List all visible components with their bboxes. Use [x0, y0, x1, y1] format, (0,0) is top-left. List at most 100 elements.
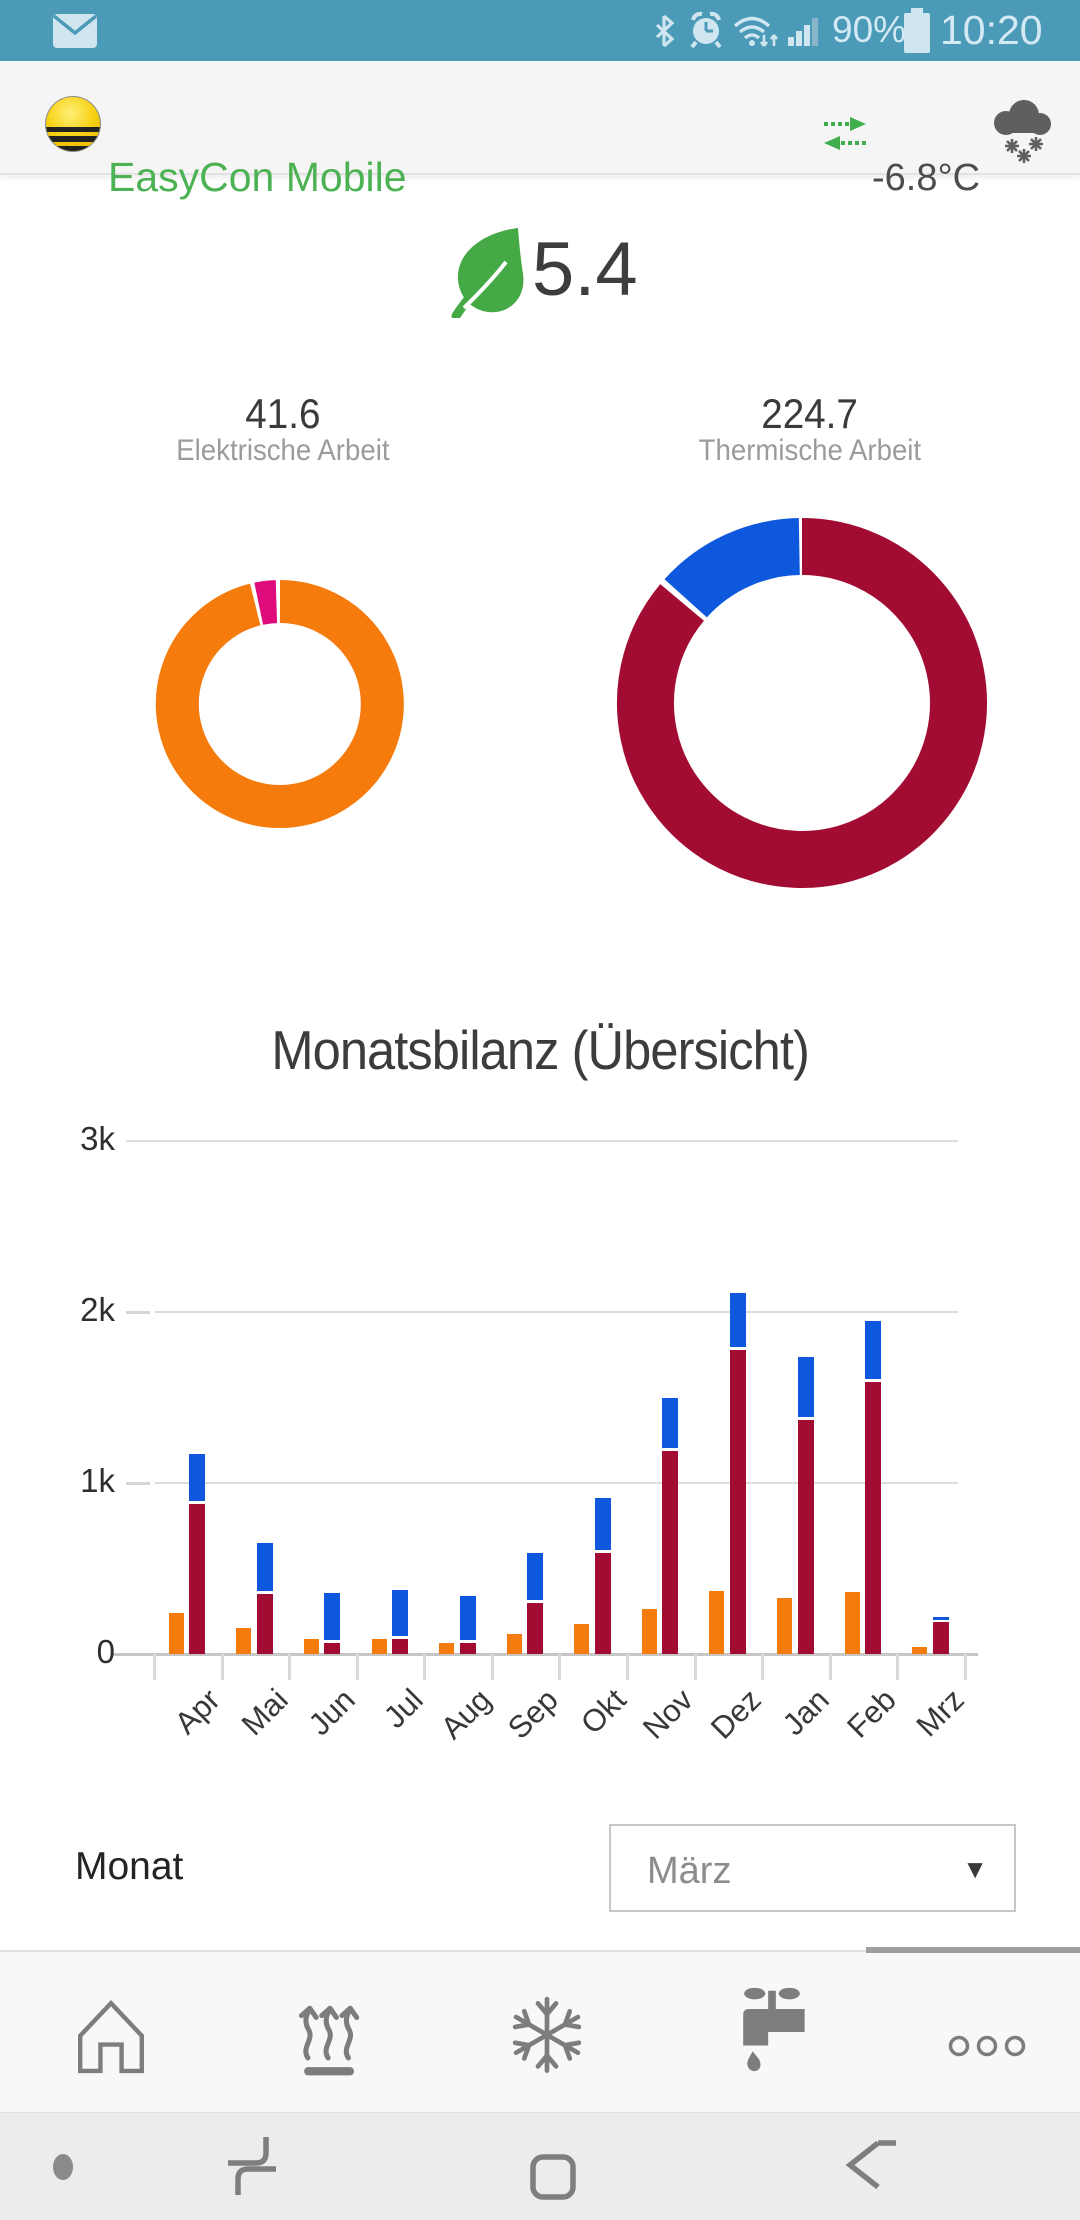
month-tick [220, 1654, 224, 1680]
status-bar: 90% 10:20 [0, 0, 1080, 61]
bar-sep-orange [506, 1634, 522, 1654]
bar-jun-blue [324, 1593, 341, 1640]
bar-feb-orange [844, 1592, 860, 1654]
bar-aug-orange [439, 1642, 455, 1654]
wifi-icon [733, 16, 779, 47]
bar-dez-blue [729, 1293, 746, 1347]
xlabel-feb: Feb [840, 1682, 903, 1745]
bar-jul-blue [392, 1589, 409, 1636]
battery-icon [904, 8, 930, 53]
bar-jul-red [392, 1638, 409, 1654]
donut-charts [155, 518, 987, 888]
bar-jan-orange [777, 1597, 792, 1654]
snow-cloud-icon [994, 100, 1051, 163]
nav-item-heating[interactable] [284, 1988, 376, 2080]
bar-jan-blue [797, 1357, 814, 1417]
month-tick [896, 1654, 900, 1680]
bar-feb-blue [865, 1320, 882, 1380]
recents-button[interactable] [220, 2133, 282, 2199]
bar-apr-blue [189, 1453, 206, 1501]
month-tick [490, 1654, 494, 1680]
bar-okt-blue [594, 1498, 611, 1551]
edge-handle-icon[interactable] [50, 2151, 76, 2183]
system-nav [0, 2112, 1080, 2220]
xlabel-jan: Jan [775, 1682, 836, 1743]
xlabel-okt: Okt [573, 1682, 633, 1741]
thermal-work-label: Thermische Arbeit [698, 434, 922, 467]
signal-icon [788, 18, 818, 46]
efficiency-value: 5.4 [532, 227, 638, 312]
bar-mai-orange [236, 1628, 252, 1654]
xlabel-sep: Sep [501, 1682, 565, 1746]
gridline-3k [126, 1140, 958, 1142]
month-tick [355, 1654, 359, 1680]
nav-item-cooling[interactable] [500, 1986, 594, 2080]
bar-mrz-blue [932, 1617, 949, 1621]
bar-mrz-red [932, 1621, 949, 1654]
ytick-label-1k: 1k [80, 1462, 115, 1499]
month-tick [288, 1654, 292, 1680]
bar-dez-red [729, 1349, 746, 1654]
electric-work-label: Elektrische Arbeit [176, 434, 390, 467]
app-title: EasyCon Mobile [108, 154, 407, 200]
xlabel-jul: Jul [376, 1682, 430, 1735]
donut-segment-blue [664, 518, 801, 618]
bar-feb-red [865, 1382, 882, 1654]
bar-sep-blue [527, 1553, 544, 1600]
bar-aug-red [459, 1642, 476, 1654]
bar-dez-orange [709, 1590, 725, 1654]
donut-segment-orange [155, 580, 404, 828]
ytick-label-0: 0 [96, 1633, 115, 1670]
nav-scroll-indicator [866, 1947, 1080, 1953]
month-select-value: März [647, 1850, 732, 1892]
leaf-icon [451, 228, 524, 318]
bar-aug-blue [459, 1595, 476, 1640]
month-filter-label: Monat [75, 1845, 184, 1888]
home-button[interactable] [529, 2153, 577, 2201]
month-tick [963, 1654, 967, 1680]
chart-title: Monatsbilanz (Übersicht) [271, 1019, 809, 1081]
bar-nov-red [662, 1450, 679, 1654]
bar-jun-red [324, 1642, 341, 1654]
bar-jul-orange [371, 1638, 387, 1654]
month-tick [423, 1654, 427, 1680]
sync-arrows-icon[interactable] [822, 114, 868, 154]
monthly-bar-chart: 0 1k 2k 3k Apr Mai Jun Jul Aug Sep Okt Nov Dez Jan Feb… [0, 1110, 1080, 1810]
bar-nov-orange [641, 1608, 657, 1654]
nav-item-water[interactable] [724, 1984, 820, 2080]
bar-apr-red [189, 1503, 206, 1654]
donut-segment-pink [254, 580, 278, 625]
gridline-2k [155, 1311, 958, 1313]
ytick-stub-2k [126, 1311, 150, 1314]
month-tick [761, 1654, 765, 1680]
bar-okt-red [594, 1553, 611, 1654]
donut-segment-dark-red [617, 518, 987, 888]
xlabel-apr: Apr [168, 1682, 228, 1741]
chevron-down-icon: ▼ [962, 1854, 988, 1884]
sun-logo [45, 96, 101, 152]
bar-jan-red [797, 1419, 814, 1654]
xlabel-jun: Jun [302, 1682, 363, 1743]
month-tick [828, 1654, 832, 1680]
month-select[interactable]: März ▼ [609, 1824, 1016, 1912]
bluetooth-icon [655, 14, 675, 48]
nav-item-more[interactable] [946, 2030, 1028, 2062]
bar-jun-orange [303, 1638, 319, 1654]
bar-sep-red [527, 1602, 544, 1654]
bar-nov-blue [662, 1397, 679, 1448]
ytick-stub-1k [126, 1482, 150, 1485]
bar-apr-orange [168, 1612, 184, 1654]
xlabel-dez: Dez [703, 1682, 768, 1746]
xlabel-mrz: Mrz [909, 1682, 971, 1744]
message-icon [52, 14, 98, 48]
back-button[interactable] [840, 2137, 900, 2193]
thermal-work-value: 224.7 [761, 390, 859, 437]
app-header: EasyCon Mobile -6.8°C [0, 61, 1080, 200]
battery-percent: 90% [832, 9, 907, 50]
nav-item-home[interactable] [67, 1990, 155, 2078]
month-tick [626, 1654, 630, 1680]
month-tick [693, 1654, 697, 1680]
month-tick [153, 1654, 156, 1680]
xlabel-nov: Nov [636, 1682, 701, 1746]
x-axis-line [112, 1653, 978, 1656]
